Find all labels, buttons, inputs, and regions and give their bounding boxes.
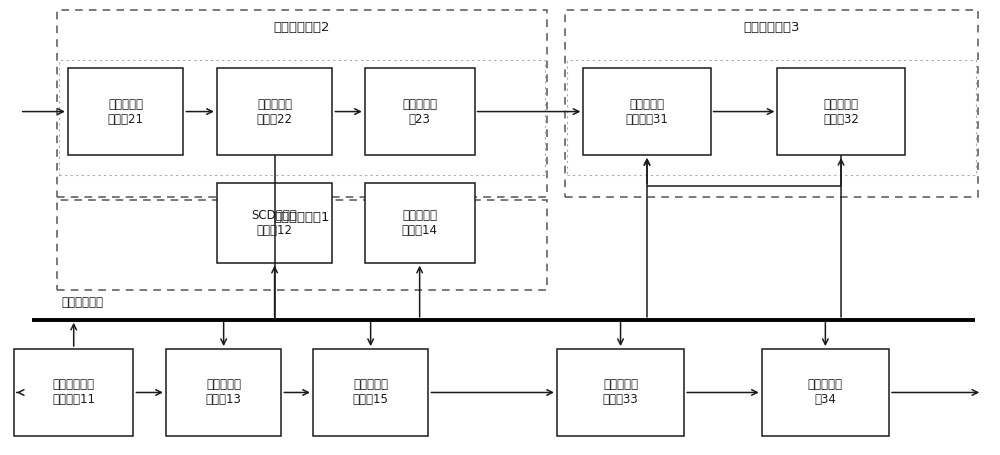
Text: 状态管理区域1: 状态管理区域1: [274, 211, 330, 224]
Text: 信息交互总线: 信息交互总线: [61, 296, 103, 308]
Text: 报文状态管
理模块13: 报文状态管 理模块13: [206, 379, 242, 406]
Text: 报文合理性
判定模块31: 报文合理性 判定模块31: [626, 97, 668, 126]
Text: 报文解析模
块23: 报文解析模 块23: [402, 97, 437, 126]
Text: 流量延时统
计模块22: 流量延时统 计模块22: [257, 97, 293, 126]
Text: SCD文件解
析模块12: SCD文件解 析模块12: [252, 209, 297, 237]
FancyBboxPatch shape: [762, 349, 889, 436]
FancyBboxPatch shape: [365, 183, 475, 263]
FancyBboxPatch shape: [557, 349, 684, 436]
Text: 网络物理信息
输入模块11: 网络物理信息 输入模块11: [52, 379, 95, 406]
Text: 状态判定区域3: 状态判定区域3: [743, 21, 800, 34]
Text: 设备状态判
定模块32: 设备状态判 定模块32: [823, 97, 859, 126]
FancyBboxPatch shape: [217, 183, 332, 263]
FancyBboxPatch shape: [313, 349, 428, 436]
Text: 网络状况判
定模块33: 网络状况判 定模块33: [603, 379, 638, 406]
FancyBboxPatch shape: [217, 68, 332, 155]
FancyBboxPatch shape: [166, 349, 281, 436]
FancyBboxPatch shape: [777, 68, 905, 155]
Text: 网络报文镜
像模块21: 网络报文镜 像模块21: [108, 97, 144, 126]
Text: 状态监测区域2: 状态监测区域2: [274, 21, 330, 34]
FancyBboxPatch shape: [68, 68, 183, 155]
FancyBboxPatch shape: [14, 349, 133, 436]
FancyBboxPatch shape: [583, 68, 711, 155]
Text: 网络状态管
理模块15: 网络状态管 理模块15: [353, 379, 389, 406]
Text: 设备状态管
理模块14: 设备状态管 理模块14: [402, 209, 438, 237]
FancyBboxPatch shape: [365, 68, 475, 155]
Text: 保护控制模
块34: 保护控制模 块34: [808, 379, 843, 406]
